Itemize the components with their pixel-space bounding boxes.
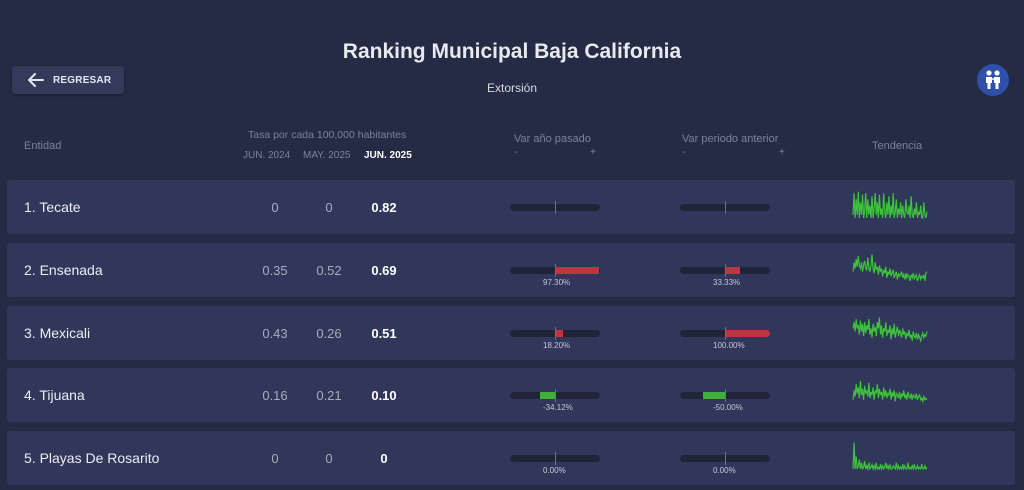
var-period-bar bbox=[680, 389, 770, 402]
zero-marker bbox=[555, 452, 556, 465]
var-period-fill bbox=[725, 330, 770, 337]
table-row[interactable]: 1. Tecate 0 0 0.82 bbox=[7, 180, 1015, 234]
col-var-period: Var periodo anterior bbox=[682, 133, 779, 145]
row-value-period-2: 0.52 bbox=[316, 263, 342, 278]
page-subtitle: Extorsión bbox=[486, 81, 538, 95]
zero-marker bbox=[555, 201, 556, 214]
var-period-bar bbox=[680, 264, 770, 277]
row-entity-name: 2. Ensenada bbox=[24, 262, 103, 278]
col-var-year-minus: - bbox=[514, 147, 518, 158]
col-var-year: Var año pasado bbox=[514, 133, 591, 145]
back-button-label: REGRESAR bbox=[53, 74, 112, 86]
col-entity: Entidad bbox=[24, 140, 62, 152]
row-value-period-2: 0.26 bbox=[316, 326, 342, 341]
row-value-period-1: 0.43 bbox=[262, 326, 288, 341]
var-period-label: 33.33% bbox=[713, 278, 741, 287]
col-period-3: JUN. 2025 bbox=[364, 150, 412, 161]
var-period-fill bbox=[702, 392, 725, 399]
row-value-period-1: 0 bbox=[271, 200, 279, 215]
var-year-bar bbox=[510, 452, 600, 465]
row-value-period-3: 0.82 bbox=[371, 200, 397, 215]
col-rate-title: Tasa por cada 100,000 habitantes bbox=[248, 129, 407, 141]
row-value-period-1: 0.16 bbox=[262, 388, 288, 403]
col-period-2: MAY. 2025 bbox=[303, 150, 351, 161]
people-icon bbox=[986, 70, 1000, 89]
row-value-period-3: 0.51 bbox=[371, 326, 397, 341]
col-var-period-plus: + bbox=[779, 147, 785, 158]
var-period-bar bbox=[680, 327, 770, 340]
var-period-label: 100.00% bbox=[713, 341, 745, 350]
zero-marker bbox=[725, 389, 726, 402]
zero-marker bbox=[725, 201, 726, 214]
var-year-fill bbox=[555, 330, 564, 337]
col-var-period-minus: - bbox=[682, 147, 686, 158]
trend-sparkline bbox=[852, 317, 928, 344]
var-period-label: -50.00% bbox=[713, 403, 743, 412]
zero-marker bbox=[725, 452, 726, 465]
var-year-label: 0.00% bbox=[543, 466, 566, 475]
zero-marker bbox=[725, 264, 726, 277]
var-year-bar bbox=[510, 327, 600, 340]
var-year-fill bbox=[539, 392, 555, 399]
row-value-period-3: 0.10 bbox=[371, 388, 397, 403]
trend-sparkline bbox=[852, 381, 928, 404]
var-year-label: 18.20% bbox=[543, 341, 571, 350]
trend-sparkline bbox=[852, 254, 928, 282]
trend-sparkline bbox=[852, 442, 928, 472]
row-entity-name: 4. Tijuana bbox=[24, 387, 85, 403]
row-entity-name: 5. Playas De Rosarito bbox=[24, 450, 160, 466]
var-period-bar bbox=[680, 452, 770, 465]
var-year-fill bbox=[555, 267, 599, 274]
row-value-period-2: 0 bbox=[325, 451, 333, 466]
zero-marker bbox=[555, 264, 556, 277]
user-avatar-icon[interactable] bbox=[977, 64, 1009, 96]
var-year-label: -34.12% bbox=[543, 403, 573, 412]
arrow-left-icon bbox=[28, 73, 44, 87]
table-row[interactable]: 5. Playas De Rosarito 0 0 0 0.00% 0.00% bbox=[7, 431, 1015, 485]
row-value-period-1: 0.35 bbox=[262, 263, 288, 278]
var-period-label: 0.00% bbox=[713, 466, 736, 475]
var-period-fill bbox=[725, 267, 740, 274]
row-value-period-2: 0.21 bbox=[316, 388, 342, 403]
var-year-bar bbox=[510, 389, 600, 402]
table-row[interactable]: 3. Mexicali 0.43 0.26 0.51 18.20% 100.00… bbox=[7, 306, 1015, 360]
zero-marker bbox=[725, 327, 726, 340]
row-value-period-1: 0 bbox=[271, 451, 279, 466]
col-var-year-plus: + bbox=[590, 147, 596, 158]
var-period-bar bbox=[680, 201, 770, 214]
zero-marker bbox=[555, 327, 556, 340]
col-period-1: JUN. 2024 bbox=[243, 150, 291, 161]
table-row[interactable]: 2. Ensenada 0.35 0.52 0.69 97.30% 33.33% bbox=[7, 243, 1015, 297]
row-entity-name: 3. Mexicali bbox=[24, 325, 91, 341]
trend-sparkline bbox=[852, 191, 928, 219]
row-value-period-2: 0 bbox=[325, 200, 333, 215]
back-button[interactable]: REGRESAR bbox=[12, 66, 124, 94]
var-year-bar bbox=[510, 264, 600, 277]
col-trend: Tendencia bbox=[872, 140, 923, 152]
row-value-period-3: 0 bbox=[380, 451, 388, 466]
row-entity-name: 1. Tecate bbox=[24, 199, 81, 215]
zero-marker bbox=[555, 389, 556, 402]
var-year-label: 97.30% bbox=[543, 278, 571, 287]
page-title: Ranking Municipal Baja California bbox=[342, 40, 682, 63]
table-row[interactable]: 4. Tijuana 0.16 0.21 0.10 -34.12% -50.00… bbox=[7, 368, 1015, 422]
var-year-bar bbox=[510, 201, 600, 214]
row-value-period-3: 0.69 bbox=[371, 263, 397, 278]
